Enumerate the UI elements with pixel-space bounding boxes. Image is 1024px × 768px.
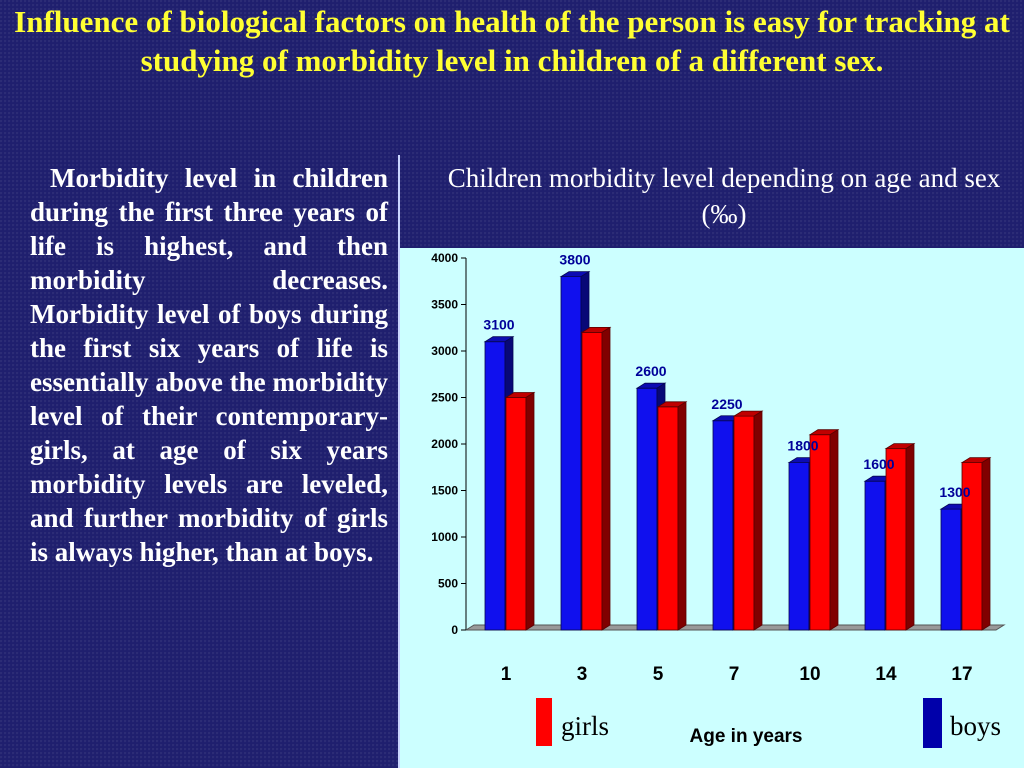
data-label: 2250 xyxy=(711,396,742,412)
bar-girls xyxy=(505,397,527,631)
data-label: 1600 xyxy=(863,456,894,472)
bar-girls xyxy=(581,332,603,631)
y-tick-label: 0 xyxy=(451,623,458,637)
x-tick-label: 1 xyxy=(501,664,512,685)
data-label: 1800 xyxy=(787,438,818,454)
y-tick-label: 3000 xyxy=(431,344,458,358)
x-tick-label: 5 xyxy=(653,664,664,685)
x-tick-label: 10 xyxy=(799,664,820,685)
legend-swatch-boys xyxy=(923,698,942,748)
x-tick-label: 17 xyxy=(951,664,972,685)
bar-girls-side xyxy=(753,410,763,631)
y-tick-label: 1500 xyxy=(431,484,458,498)
y-tick-label: 3500 xyxy=(431,298,458,312)
legend-swatch-girls xyxy=(536,698,552,746)
x-tick-label: 14 xyxy=(875,664,897,685)
data-label: 1300 xyxy=(939,484,970,500)
data-label: 3800 xyxy=(559,252,590,268)
bar-girls xyxy=(733,415,755,631)
bar-boys xyxy=(788,462,810,631)
bar-girls-side xyxy=(525,391,535,631)
bar-girls-side xyxy=(981,456,991,631)
bar-girls-side xyxy=(601,326,611,631)
bar-girls xyxy=(885,448,907,631)
data-label: 3100 xyxy=(483,317,514,333)
bar-boys xyxy=(560,276,582,631)
y-tick-label: 500 xyxy=(438,577,458,591)
bar-boys xyxy=(712,420,734,631)
slide-title: Influence of biological factors on healt… xyxy=(14,4,1010,78)
chart-area: 0 500 1000 1500 2000 2500 3000 3500 4000 3100 1 380… xyxy=(400,248,1024,768)
legend-label-girls: girls xyxy=(561,711,609,741)
bar-boys xyxy=(940,508,962,631)
bar-girls-side xyxy=(677,401,687,631)
bar-girls xyxy=(657,406,679,631)
y-tick-label: 2500 xyxy=(431,391,458,405)
bar-girls-side xyxy=(829,428,839,631)
x-tick-label: 3 xyxy=(577,664,588,685)
bar-boys xyxy=(484,341,506,631)
x-tick-label: 7 xyxy=(729,664,740,685)
bar-boys xyxy=(636,387,658,631)
bar-boys xyxy=(864,480,886,631)
data-label: 2600 xyxy=(635,363,666,379)
y-tick-label: 2000 xyxy=(431,437,458,451)
slide-body-text: Morbidity level in children during the f… xyxy=(30,163,388,567)
x-axis-label: Age in years xyxy=(690,726,803,747)
chart-title: Children morbidity level depending on ag… xyxy=(447,163,1001,229)
y-tick-label: 4000 xyxy=(431,251,458,265)
column-divider xyxy=(398,155,400,768)
bar-girls-side xyxy=(905,442,915,631)
legend-label-boys: boys xyxy=(950,711,1001,741)
bar-girls xyxy=(809,434,831,631)
y-tick-label: 1000 xyxy=(431,530,458,544)
bar-chart: 0 500 1000 1500 2000 2500 3000 3500 4000 3100 1 380… xyxy=(431,251,1006,748)
